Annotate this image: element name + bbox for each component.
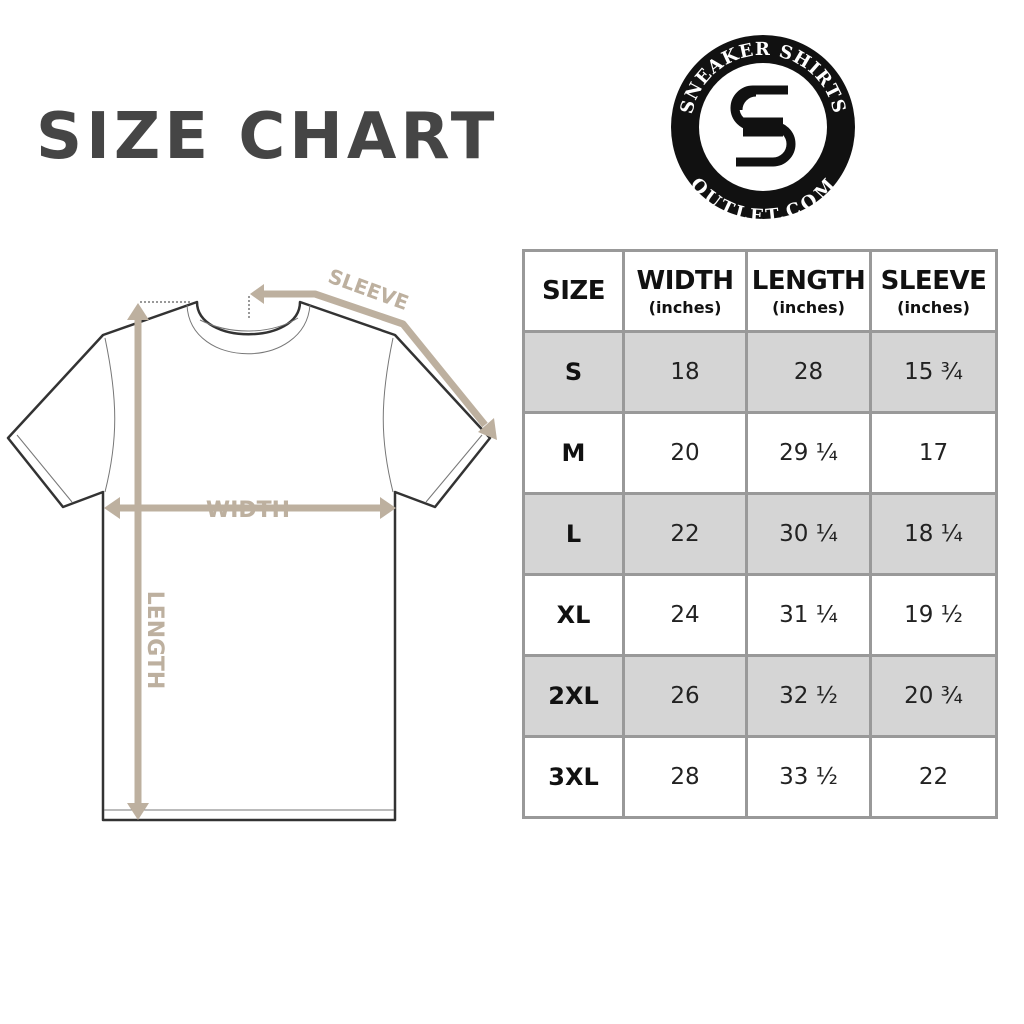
table-row: M 20 29 ¼ 17 bbox=[522, 411, 998, 495]
sleeve-label: SLEEVE bbox=[325, 264, 412, 315]
width-cell: 20 bbox=[622, 411, 748, 495]
sleeve-cell: 19 ½ bbox=[869, 573, 998, 657]
length-cell: 31 ¼ bbox=[745, 573, 872, 657]
width-cell: 28 bbox=[622, 735, 748, 819]
width-cell: 18 bbox=[622, 330, 748, 414]
brand-logo: SNEAKER SHIRTS OUTLET.COM bbox=[671, 35, 855, 222]
tshirt-diagram: WIDTH LENGTH SLEEVE bbox=[6, 264, 497, 822]
sleeve-cell: 20 ¾ bbox=[869, 654, 998, 738]
tshirt-outline bbox=[6, 300, 492, 822]
size-cell: S bbox=[522, 330, 625, 414]
width-cell: 26 bbox=[622, 654, 748, 738]
length-cell: 29 ¼ bbox=[745, 411, 872, 495]
header-width: WIDTH (inches) bbox=[622, 249, 748, 333]
length-cell: 30 ¼ bbox=[745, 492, 872, 576]
table-row: L 22 30 ¼ 18 ¼ bbox=[522, 492, 998, 576]
width-arrow bbox=[104, 497, 396, 519]
table-header-row: SIZE WIDTH (inches) LENGTH (inches) SLEEVE… bbox=[522, 249, 998, 333]
length-label: LENGTH bbox=[142, 591, 167, 690]
size-cell: M bbox=[522, 411, 625, 495]
table-row: S 18 28 15 ¾ bbox=[522, 330, 998, 414]
size-cell: L bbox=[522, 492, 625, 576]
sleeve-cell: 15 ¾ bbox=[869, 330, 998, 414]
length-cell: 32 ½ bbox=[745, 654, 872, 738]
size-cell: XL bbox=[522, 573, 625, 657]
width-label: WIDTH bbox=[206, 498, 290, 523]
width-cell: 24 bbox=[622, 573, 748, 657]
length-arrow bbox=[127, 303, 149, 820]
monogram-icon bbox=[730, 85, 796, 167]
width-cell: 22 bbox=[622, 492, 748, 576]
table-row: XL 24 31 ¼ 19 ½ bbox=[522, 573, 998, 657]
size-cell: 3XL bbox=[522, 735, 625, 819]
sleeve-arrow bbox=[262, 290, 488, 428]
length-cell: 28 bbox=[745, 330, 872, 414]
size-cell: 2XL bbox=[522, 654, 625, 738]
table-row: 3XL 28 33 ½ 22 bbox=[522, 735, 998, 819]
sleeve-cell: 18 ¼ bbox=[869, 492, 998, 576]
size-table: SIZE WIDTH (inches) LENGTH (inches) SLEEVE… bbox=[522, 249, 998, 819]
page-title: SIZE CHART bbox=[36, 100, 499, 174]
header-sleeve: SLEEVE (inches) bbox=[869, 249, 998, 333]
sleeve-cell: 22 bbox=[869, 735, 998, 819]
table-row: 2XL 26 32 ½ 20 ¾ bbox=[522, 654, 998, 738]
length-cell: 33 ½ bbox=[745, 735, 872, 819]
sleeve-cell: 17 bbox=[869, 411, 998, 495]
header-size: SIZE bbox=[522, 249, 625, 333]
header-length: LENGTH (inches) bbox=[745, 249, 872, 333]
